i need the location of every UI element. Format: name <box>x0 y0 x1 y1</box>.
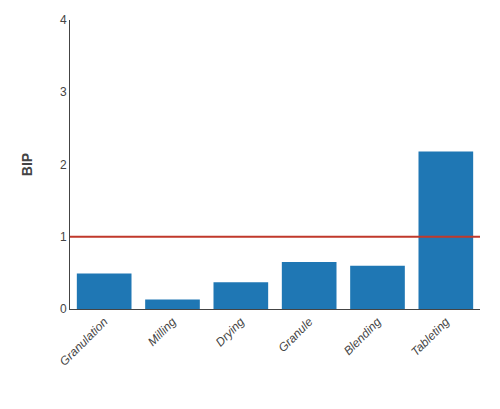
svg-text:Drying: Drying <box>213 315 248 350</box>
svg-text:Milling: Milling <box>145 315 179 349</box>
svg-text:Granulation: Granulation <box>57 315 111 369</box>
svg-text:2: 2 <box>60 158 67 172</box>
svg-text:Blending: Blending <box>341 315 384 358</box>
svg-text:0: 0 <box>60 302 67 316</box>
svg-text:4: 4 <box>60 13 67 27</box>
svg-text:3: 3 <box>60 85 67 99</box>
svg-text:1: 1 <box>60 230 67 244</box>
svg-text:Granule: Granule <box>275 315 315 355</box>
svg-text:BIP: BIP <box>19 153 35 176</box>
svg-text:Tableting: Tableting <box>408 315 452 359</box>
